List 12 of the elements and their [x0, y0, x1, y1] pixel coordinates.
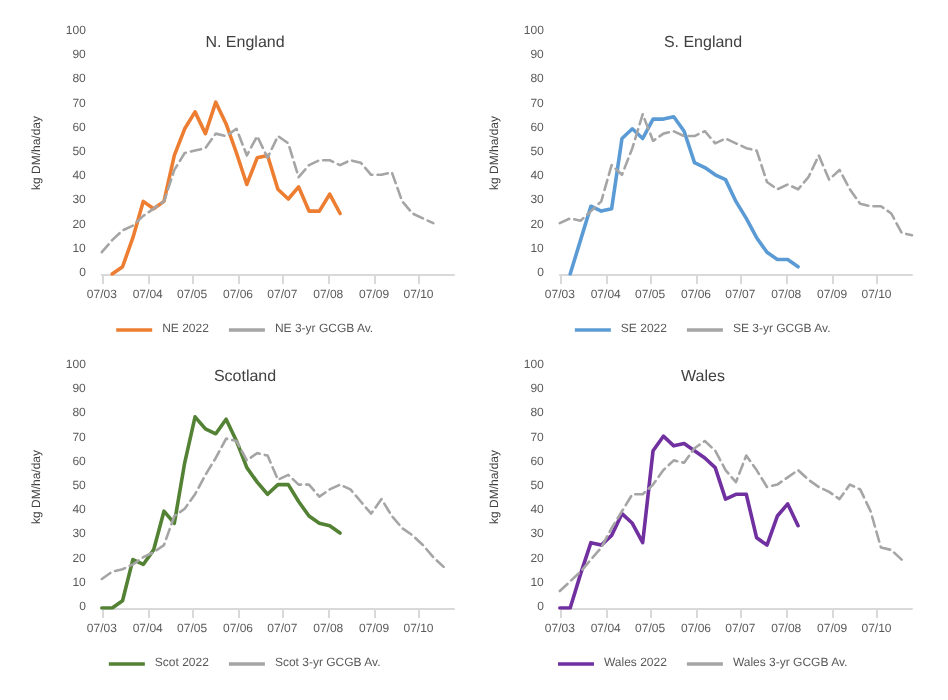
chart-title: Wales: [681, 367, 725, 385]
line-series: [110, 100, 342, 276]
chart-title: Scotland: [213, 367, 277, 385]
line-series: [100, 437, 445, 581]
line-series: [100, 415, 342, 610]
line-series: [558, 112, 914, 237]
line-series: [558, 434, 800, 610]
chart-title: S. England: [663, 33, 743, 51]
chart-title: N. England: [205, 33, 285, 51]
line-series: [568, 114, 800, 276]
line-series: [100, 127, 435, 254]
line-series: [558, 439, 903, 593]
